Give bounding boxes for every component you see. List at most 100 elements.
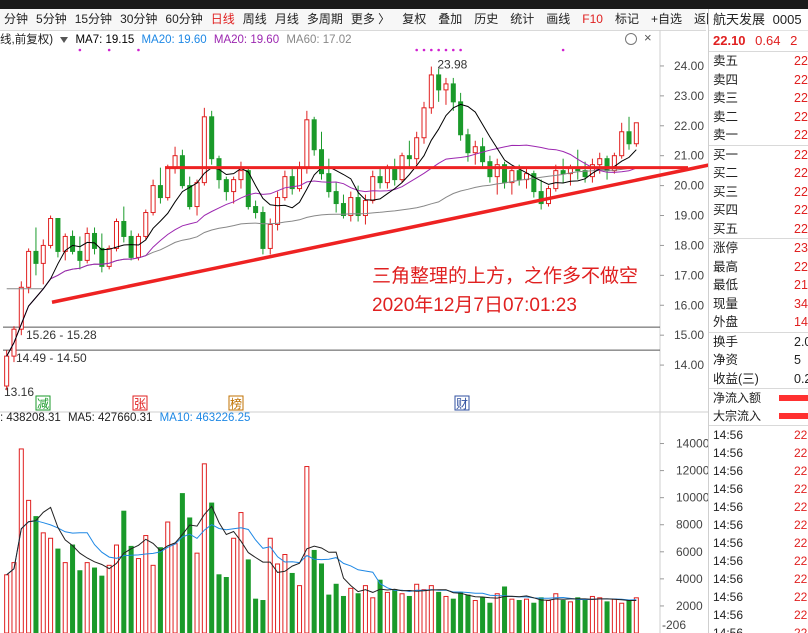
- legend-toggle-icon[interactable]: [60, 36, 69, 43]
- bids-value: 22: [794, 147, 808, 162]
- toolbar-button-6[interactable]: 标记: [614, 12, 639, 26]
- candle-body: [267, 223, 273, 249]
- volume-bar: [282, 554, 288, 633]
- signal-dot: [430, 48, 433, 52]
- flow-label: 净流入额: [713, 391, 762, 405]
- tick-time: 14:56: [713, 608, 744, 622]
- stats-value: 1449: [794, 315, 808, 329]
- low-label: 13.16: [4, 385, 34, 399]
- volume-bar: [238, 512, 244, 633]
- volume-bar: [106, 564, 112, 633]
- price-chart-close-icon[interactable]: ×: [644, 30, 652, 45]
- period-tab-8[interactable]: 多周期: [306, 12, 343, 26]
- period-tab-3[interactable]: 30分钟: [120, 12, 158, 26]
- candle-body: [40, 244, 46, 264]
- candle-body: [231, 179, 237, 193]
- period-tab-0[interactable]: 分钟: [4, 12, 29, 26]
- signal-dot: [137, 48, 140, 52]
- toolbar-button-0[interactable]: 复权: [402, 12, 427, 26]
- tick-time: 14:56: [713, 554, 744, 568]
- candle-body: [99, 247, 105, 267]
- tick-price: 22: [794, 464, 808, 478]
- tick-price: 22: [794, 626, 808, 633]
- legend-ma20: MA20: 19.60: [141, 34, 207, 46]
- volume-bar: [267, 537, 273, 633]
- candle-body: [311, 119, 317, 151]
- event-marker-1: 张: [134, 397, 146, 411]
- volume-bar: [260, 600, 266, 633]
- volume-bar: [289, 572, 295, 633]
- stats2-value: 0.2: [794, 371, 808, 386]
- candle-body: [245, 170, 251, 208]
- volume-bar: [48, 537, 54, 633]
- period-tab-1[interactable]: 5分钟: [36, 12, 67, 26]
- volume-bar: [480, 597, 486, 633]
- period-tab-5[interactable]: 日线: [210, 12, 235, 26]
- period-tab-7[interactable]: 月线: [274, 12, 299, 26]
- volume-bar: [92, 567, 98, 633]
- signal-dot: [437, 48, 440, 52]
- tick-row: 14:56 22: [709, 534, 808, 552]
- legend-ma60: MA60: 17.02: [286, 34, 352, 46]
- volume-bar: [77, 570, 83, 633]
- stock-name: 航天发展: [713, 12, 766, 27]
- bids-value: 22: [794, 184, 808, 199]
- flow-row: 净流入额: [709, 389, 808, 407]
- period-tab-4[interactable]: 60分钟: [165, 12, 203, 26]
- candle-body: [458, 101, 464, 136]
- volume-bar: [436, 591, 442, 633]
- toolbar-button-7[interactable]: +自选: [650, 12, 682, 26]
- toolbar-button-3[interactable]: 统计: [510, 12, 535, 26]
- candle-body: [633, 122, 639, 145]
- candle-body: [106, 247, 112, 267]
- flow-bar: [779, 413, 808, 419]
- tick-price: 22: [794, 518, 808, 532]
- tick-list[interactable]: 14:56 22 14:56 22 14:56 22 14:56 22 14:56 22 14:56…: [709, 425, 808, 633]
- volume-bar: [509, 598, 515, 633]
- toolbar-button-2[interactable]: 历史: [474, 12, 499, 26]
- period-tab-2[interactable]: 15分钟: [74, 12, 113, 26]
- candle-body: [377, 176, 383, 184]
- asks-row: 卖一 22: [709, 126, 808, 145]
- signal-dot: [451, 48, 455, 52]
- period-tab-6[interactable]: 周线: [242, 12, 267, 26]
- ask-book: 卖五 22 卖四 22 卖三 22 卖二 22 卖一 22: [709, 51, 808, 145]
- price-axis-label: 14.00: [674, 358, 704, 372]
- event-marker-3: 财: [456, 397, 468, 411]
- tick-row: 14:56 22: [709, 516, 808, 534]
- volume-bar: [311, 549, 317, 633]
- price-chart-settings-icon[interactable]: [625, 33, 637, 45]
- volume-bar: [121, 510, 127, 633]
- asks-value: 22: [794, 91, 808, 105]
- asks-row: 卖四 22: [709, 71, 808, 90]
- candle-body: [194, 182, 200, 208]
- annotation-line1: 三角整理的上方，之作多不做空: [372, 266, 639, 287]
- volume-bar: [560, 600, 566, 633]
- volume-bar: [209, 502, 215, 633]
- toolbar-button-1[interactable]: 叠加: [438, 12, 463, 26]
- annotation-line2: 2020年12月7日07:01:23: [372, 295, 577, 316]
- toolbar-button-5[interactable]: F10: [582, 12, 603, 26]
- candle-body: [77, 250, 83, 261]
- candle-body: [428, 74, 434, 109]
- range-label-1: 15.26 - 15.28: [26, 328, 97, 342]
- stats-label: 涨停: [713, 241, 739, 255]
- price-change-pct: 2: [790, 33, 798, 48]
- candle-body: [619, 131, 625, 157]
- volume-bar: [443, 595, 449, 633]
- tick-time: 14:56: [713, 536, 744, 550]
- bids-row: 买四 22: [709, 201, 808, 220]
- chart-area[interactable]: 14.00 15.00 16.00 17.00 18.00 19.00 20.00 21.00…: [0, 30, 708, 633]
- volume-bar: [62, 562, 68, 633]
- toolbar-button-4[interactable]: 画线: [546, 12, 571, 26]
- candle-body: [70, 235, 76, 252]
- volume-low-label: -206: [662, 618, 686, 632]
- volume-bar: [472, 600, 478, 633]
- candle-body: [384, 167, 390, 184]
- volume-bar: [362, 585, 368, 633]
- volume-bar: [333, 583, 339, 633]
- period-tab-9[interactable]: 更多 〉: [350, 12, 391, 26]
- event-marker-box: [132, 395, 148, 411]
- candle-body: [406, 155, 412, 160]
- legend-vol: : 438208.31: [0, 412, 61, 424]
